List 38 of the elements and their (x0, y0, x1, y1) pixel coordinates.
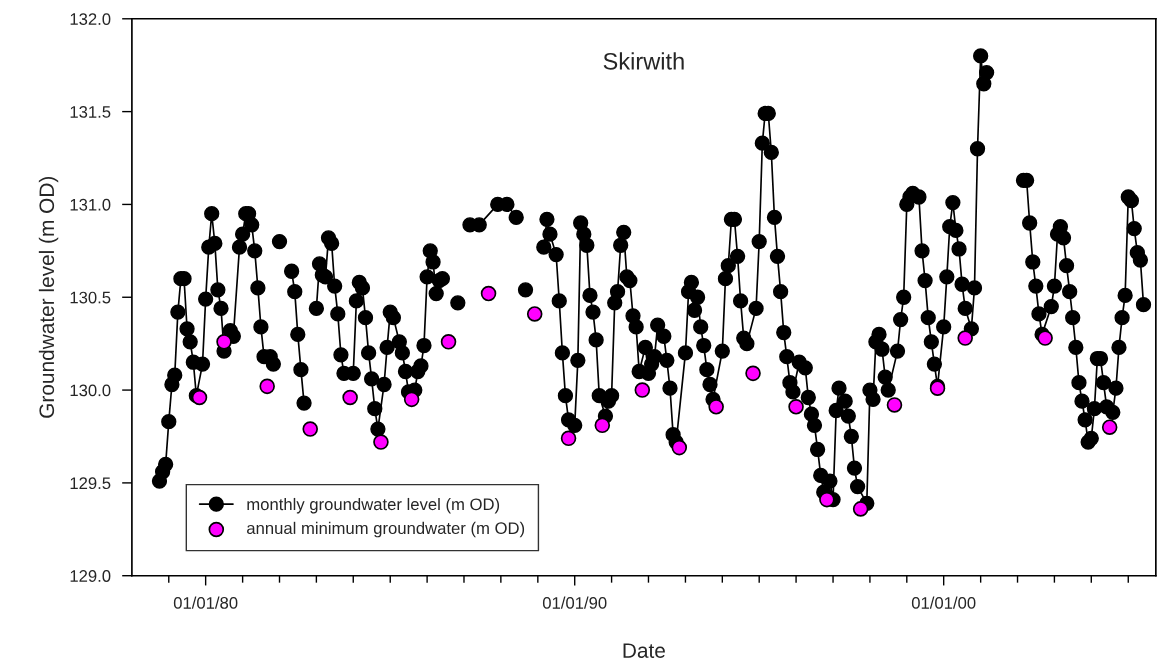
point (216, 334, 232, 350)
point (852, 501, 869, 517)
point (259, 378, 275, 395)
x-tick-label: 01/01/00 (911, 596, 976, 609)
x-tick-label: 01/01/80 (173, 596, 238, 609)
point (819, 491, 835, 508)
y-axis-title: Groundwater level (m OD) (38, 176, 59, 418)
point (886, 397, 903, 413)
point (957, 330, 973, 346)
point (403, 391, 420, 408)
y-tick-label: 131.5 (70, 106, 111, 118)
y-tick-label: 132.0 (70, 13, 111, 25)
point (1101, 419, 1118, 435)
x-tick-label: 01/01/90 (542, 596, 607, 609)
point (342, 389, 358, 406)
y-tick-label: 131.0 (70, 198, 111, 211)
point (560, 430, 577, 447)
y-tick-label: 130.5 (70, 291, 111, 304)
y-tick-label: 129.5 (70, 477, 111, 490)
point (302, 421, 318, 437)
text: Skirwith (603, 52, 684, 70)
point (1037, 330, 1053, 346)
point (634, 382, 651, 398)
x-axis-title: Date (623, 643, 665, 658)
point (594, 417, 611, 434)
legend-label: monthly groundwater level (m OD) (247, 497, 500, 514)
legend-label: annual minimum groundwater (m OD) (247, 521, 525, 538)
point (480, 285, 497, 302)
point (526, 306, 543, 322)
point (440, 334, 457, 350)
point (745, 365, 761, 382)
y-tick-label: 130.0 (70, 384, 111, 397)
point (671, 439, 688, 456)
point (788, 399, 804, 415)
point (708, 399, 724, 415)
point (191, 389, 208, 406)
point (373, 434, 389, 450)
y-tick-label: 129.0 (70, 570, 111, 582)
